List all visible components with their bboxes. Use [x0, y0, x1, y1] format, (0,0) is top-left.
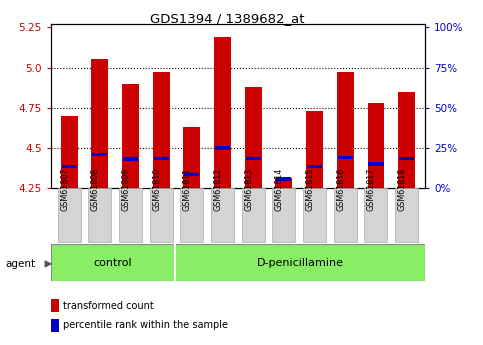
Bar — [275, 178, 292, 188]
Text: GSM61807: GSM61807 — [60, 168, 69, 211]
Bar — [122, 83, 139, 188]
Bar — [334, 188, 357, 241]
Bar — [215, 146, 230, 150]
Bar — [399, 157, 414, 160]
Bar — [245, 87, 262, 188]
Text: GDS1394 / 1389682_at: GDS1394 / 1389682_at — [150, 12, 304, 25]
Text: GSM61808: GSM61808 — [91, 168, 100, 211]
Text: GSM61818: GSM61818 — [398, 168, 407, 211]
Bar — [91, 59, 108, 188]
Bar — [92, 152, 107, 156]
Bar — [175, 244, 425, 281]
Bar — [365, 188, 387, 241]
Bar — [153, 72, 170, 188]
Text: GSM61817: GSM61817 — [367, 168, 376, 211]
Bar — [154, 157, 169, 160]
Text: percentile rank within the sample: percentile rank within the sample — [63, 321, 228, 330]
Bar — [246, 157, 261, 160]
Bar — [51, 244, 175, 281]
Bar — [123, 157, 138, 161]
Text: GSM61810: GSM61810 — [152, 168, 161, 211]
Text: GSM61811: GSM61811 — [183, 168, 192, 211]
Bar — [184, 172, 199, 176]
Text: D-penicillamine: D-penicillamine — [257, 258, 344, 267]
Bar — [276, 177, 292, 181]
Bar — [303, 188, 326, 241]
Text: GSM61813: GSM61813 — [244, 168, 253, 211]
Bar — [180, 188, 203, 241]
Text: agent: agent — [6, 259, 36, 269]
Bar — [214, 37, 231, 188]
Text: GSM61816: GSM61816 — [336, 168, 345, 211]
Bar — [272, 188, 296, 241]
Bar — [184, 127, 200, 188]
Bar — [398, 92, 415, 188]
Text: GSM61814: GSM61814 — [275, 168, 284, 211]
Text: transformed count: transformed count — [63, 301, 154, 310]
Text: GSM61812: GSM61812 — [213, 168, 223, 211]
Bar — [61, 116, 78, 188]
Text: GSM61815: GSM61815 — [306, 168, 314, 211]
Bar — [61, 165, 77, 168]
Bar — [368, 103, 384, 188]
Bar — [369, 162, 384, 166]
Bar — [307, 165, 322, 168]
Bar — [242, 188, 265, 241]
Bar — [119, 188, 142, 241]
Bar — [150, 188, 173, 241]
Bar — [338, 156, 353, 159]
Bar — [337, 72, 354, 188]
Bar — [57, 188, 81, 241]
Text: control: control — [94, 258, 132, 267]
Bar — [211, 188, 234, 241]
Bar — [395, 188, 418, 241]
Bar — [306, 111, 323, 188]
Text: GSM61809: GSM61809 — [122, 168, 130, 211]
Bar — [88, 188, 111, 241]
